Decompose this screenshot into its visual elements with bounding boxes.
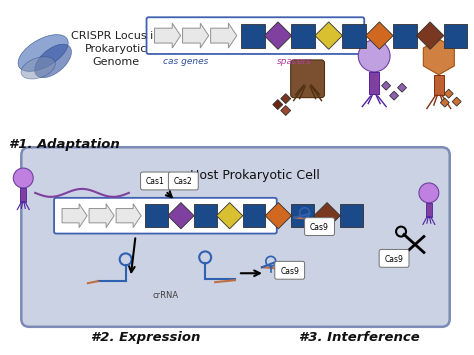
Polygon shape (281, 94, 291, 104)
Polygon shape (62, 204, 87, 228)
Bar (340, 204, 363, 227)
Bar (241, 24, 264, 48)
FancyBboxPatch shape (168, 172, 198, 190)
Bar (145, 204, 168, 227)
Polygon shape (440, 98, 449, 107)
FancyBboxPatch shape (141, 172, 170, 190)
Bar (369, 72, 379, 94)
Polygon shape (398, 83, 407, 92)
Ellipse shape (21, 57, 55, 79)
Polygon shape (264, 22, 292, 49)
Ellipse shape (18, 34, 68, 71)
Text: Cas9: Cas9 (310, 223, 329, 232)
Ellipse shape (35, 44, 72, 78)
Text: crRNA: crRNA (152, 291, 179, 300)
Polygon shape (281, 105, 291, 115)
Text: Cas9: Cas9 (280, 267, 299, 276)
Text: Cas9: Cas9 (384, 255, 403, 264)
Bar (444, 24, 467, 48)
Text: Host Prokaryotic Cell: Host Prokaryotic Cell (191, 169, 320, 182)
Polygon shape (416, 22, 444, 49)
Polygon shape (89, 204, 114, 228)
Polygon shape (155, 23, 181, 48)
Polygon shape (315, 22, 342, 49)
Text: #1. Adaptation: #1. Adaptation (9, 138, 120, 151)
Polygon shape (217, 203, 243, 229)
Bar (393, 24, 417, 48)
Text: #3. Interference: #3. Interference (299, 331, 419, 344)
FancyBboxPatch shape (379, 250, 409, 267)
Circle shape (358, 40, 390, 72)
Text: cas genes: cas genes (163, 57, 208, 66)
Polygon shape (382, 81, 391, 90)
Polygon shape (182, 23, 209, 48)
Bar (292, 204, 314, 227)
FancyBboxPatch shape (54, 198, 277, 234)
FancyBboxPatch shape (305, 218, 335, 235)
Polygon shape (265, 203, 292, 229)
Text: Cas2: Cas2 (174, 178, 193, 186)
Polygon shape (116, 204, 141, 228)
Bar (434, 75, 444, 95)
Polygon shape (452, 97, 461, 106)
Circle shape (13, 168, 33, 188)
Polygon shape (390, 91, 399, 100)
FancyBboxPatch shape (275, 261, 305, 279)
Text: Cas1: Cas1 (146, 178, 165, 186)
Bar (342, 24, 366, 48)
Text: CRISPR Locus in
Prokaryotic
Genome: CRISPR Locus in Prokaryotic Genome (71, 31, 160, 67)
FancyBboxPatch shape (291, 60, 325, 98)
Polygon shape (168, 203, 194, 229)
Bar (194, 204, 217, 227)
Bar (243, 204, 265, 227)
Polygon shape (314, 203, 340, 229)
Polygon shape (210, 23, 237, 48)
FancyBboxPatch shape (146, 17, 364, 54)
Text: #2. Expression: #2. Expression (91, 331, 200, 344)
Bar (426, 203, 432, 217)
Polygon shape (444, 89, 453, 98)
Circle shape (419, 183, 439, 203)
Polygon shape (366, 22, 393, 49)
Bar (20, 188, 26, 202)
FancyBboxPatch shape (21, 147, 450, 327)
Text: spacers: spacers (277, 57, 312, 66)
Bar (292, 24, 315, 48)
Polygon shape (273, 100, 283, 110)
